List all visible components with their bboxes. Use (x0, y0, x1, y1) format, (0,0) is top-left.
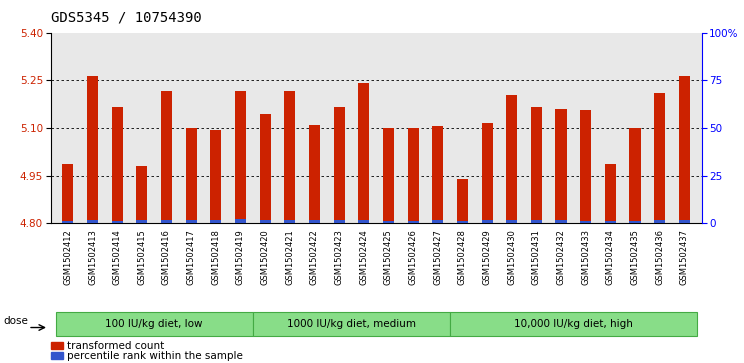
Bar (309, 220, 320, 223)
Text: transformed count: transformed count (67, 340, 164, 351)
Bar (358, 220, 369, 223)
Bar (235, 219, 246, 223)
Bar (358, 83, 369, 223)
Bar (211, 130, 222, 223)
Bar (62, 164, 74, 223)
Bar (457, 221, 468, 223)
Bar (556, 220, 567, 223)
Bar (211, 220, 222, 223)
Bar (309, 125, 320, 223)
Bar (457, 179, 468, 223)
Bar (654, 93, 665, 223)
Bar (506, 220, 517, 223)
Bar (629, 221, 641, 223)
Bar (408, 221, 419, 223)
Bar (161, 91, 172, 223)
Bar (654, 220, 665, 223)
Bar (383, 221, 394, 223)
Bar (679, 220, 690, 223)
Bar (260, 114, 271, 223)
Bar (87, 76, 98, 223)
Text: percentile rank within the sample: percentile rank within the sample (67, 351, 243, 361)
Bar (112, 107, 123, 223)
Bar (161, 220, 172, 223)
Text: 10,000 IU/kg diet, high: 10,000 IU/kg diet, high (514, 319, 633, 329)
Bar (136, 166, 147, 223)
Bar (580, 221, 591, 223)
Bar (284, 220, 295, 223)
Bar (62, 221, 74, 223)
Bar (112, 221, 123, 223)
Text: dose: dose (4, 316, 28, 326)
Bar (408, 128, 419, 223)
Bar (432, 220, 443, 223)
Bar (87, 220, 98, 223)
Bar (629, 128, 641, 223)
Bar (136, 220, 147, 223)
Bar (185, 220, 196, 223)
Bar (481, 220, 493, 223)
Text: 1000 IU/kg diet, medium: 1000 IU/kg diet, medium (287, 319, 416, 329)
Bar (284, 91, 295, 223)
Bar (580, 110, 591, 223)
Bar (260, 220, 271, 223)
Bar (605, 221, 616, 223)
Bar (530, 220, 542, 223)
Bar (333, 107, 344, 223)
Text: GDS5345 / 10754390: GDS5345 / 10754390 (51, 11, 202, 25)
Bar (530, 107, 542, 223)
Bar (481, 123, 493, 223)
Bar (185, 128, 196, 223)
Bar (506, 95, 517, 223)
Bar (383, 128, 394, 223)
Bar (333, 220, 344, 223)
Bar (432, 126, 443, 223)
Text: 100 IU/kg diet, low: 100 IU/kg diet, low (106, 319, 203, 329)
Bar (679, 76, 690, 223)
Bar (556, 109, 567, 223)
Bar (235, 91, 246, 223)
Bar (605, 164, 616, 223)
